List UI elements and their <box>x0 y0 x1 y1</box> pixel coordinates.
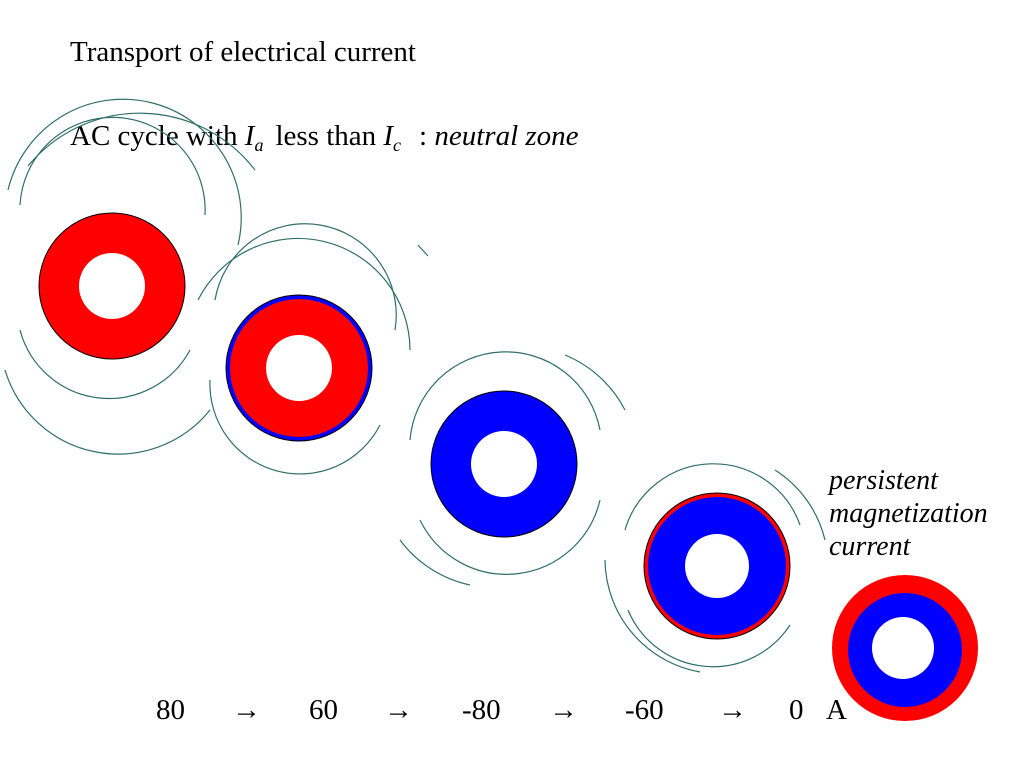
inner-hole <box>471 431 537 497</box>
current-value-5: 0 <box>789 694 804 726</box>
field-lines <box>399 351 626 586</box>
neutral-zone-label: neutral zone <box>434 120 579 152</box>
unit-label: A <box>826 694 847 726</box>
inner-hole <box>266 335 332 401</box>
current-value-1: 80 <box>156 694 185 726</box>
current-value-2: 60 <box>309 694 338 726</box>
inner-hole <box>685 534 749 598</box>
field-lines <box>604 463 826 673</box>
persistent-magnetization-label: persistent magnetization current <box>829 465 988 562</box>
subtitle-colon: : <box>419 120 428 152</box>
var-ic: Ic <box>383 120 402 155</box>
current-value-3: -80 <box>462 694 501 726</box>
arrow-1: → <box>232 694 261 726</box>
subtitle: AC cycle with Ia less than Ic: neutral zo… <box>70 116 579 165</box>
field-lines <box>197 223 429 475</box>
subtitle-middle: less than <box>275 120 377 152</box>
var-ia: Ia <box>244 120 264 155</box>
conductor-neg80 <box>399 351 626 586</box>
conductor-0 <box>832 575 978 721</box>
subtitle-prefix: AC cycle with <box>70 120 238 152</box>
conductor-60 <box>197 223 429 475</box>
inner-hole <box>872 617 934 679</box>
conductor-80 <box>4 98 256 455</box>
current-value-4: -60 <box>625 694 664 726</box>
arrow-4: → <box>718 694 747 726</box>
page-title: Transport of electrical current <box>70 36 416 68</box>
arrow-3: → <box>549 694 578 726</box>
conductor-neg60 <box>604 463 826 673</box>
arrow-2: → <box>384 694 413 726</box>
inner-hole <box>79 253 145 319</box>
field-lines <box>4 98 256 455</box>
